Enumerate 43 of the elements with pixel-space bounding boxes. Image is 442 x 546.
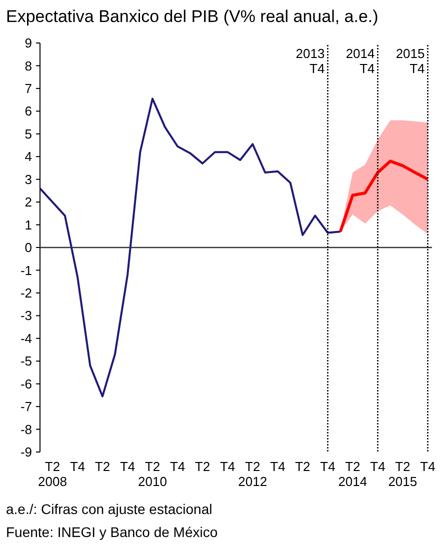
text: a.e./: Cifras con ajuste estacional xyxy=(6,501,212,517)
x-tick-label: T2 xyxy=(194,459,210,474)
y-tick-label: -7 xyxy=(20,399,32,414)
x-tick-label: T4 xyxy=(70,459,86,474)
x-tick-label: T4 xyxy=(420,459,436,474)
y-tick-label: 0 xyxy=(24,240,32,256)
x-tick-label: T2 2012 xyxy=(238,459,268,489)
y-tick-label: 5 xyxy=(24,126,32,142)
y-tick-label: 9 xyxy=(24,36,32,51)
y-tick-label: 7 xyxy=(24,80,32,96)
y-tick-label: -8 xyxy=(20,422,32,437)
x-tick-label: T2 2014 xyxy=(338,459,368,489)
y-tick-label: -4 xyxy=(20,330,32,346)
y-tick-label: 4 xyxy=(24,149,32,164)
y-tick-label: -3 xyxy=(20,308,32,324)
x-tick-label: T4 xyxy=(170,459,186,474)
x-tick-label: T4 xyxy=(220,459,236,474)
chart-title: Expectativa Banxico del PIB (V% real anual, a.e.) xyxy=(6,7,378,26)
line-series xyxy=(39,98,342,398)
y-tick-label: -9 xyxy=(20,444,32,460)
y-tick-label: 2 xyxy=(24,194,32,210)
x-tick-label: T4 xyxy=(320,459,336,474)
y-tick-label: 8 xyxy=(24,58,32,74)
y-tick-label: -6 xyxy=(20,376,32,392)
y-tick-label: 1 xyxy=(24,217,32,232)
x-tick-label: T4 xyxy=(120,459,136,474)
x-tick-label: T2 xyxy=(94,459,110,474)
x-tick-label: T2 2008 xyxy=(38,459,67,489)
x-tick-label: T4 xyxy=(270,459,286,474)
y-tick-label: -2 xyxy=(20,285,32,300)
x-tick-label: T2 2015 xyxy=(388,459,418,489)
y-tick-label: 3 xyxy=(24,172,32,187)
x-tick-label: T4 xyxy=(370,459,386,474)
y-tick-label: -5 xyxy=(20,354,32,369)
source-note: Fuente: INEGI y Banco de México xyxy=(6,524,218,540)
y-tick-label: -1 xyxy=(20,262,32,278)
x-tick-label: T2 2010 xyxy=(138,459,167,489)
ref-line-label: 2014 T4 xyxy=(346,46,375,76)
ref-line-label: 2013 T4 xyxy=(296,46,325,76)
ref-line-label: 2015 T4 xyxy=(396,46,425,76)
y-tick-label: 6 xyxy=(24,104,32,119)
line-series xyxy=(338,160,430,234)
x-tick-label: T2 xyxy=(295,459,310,474)
